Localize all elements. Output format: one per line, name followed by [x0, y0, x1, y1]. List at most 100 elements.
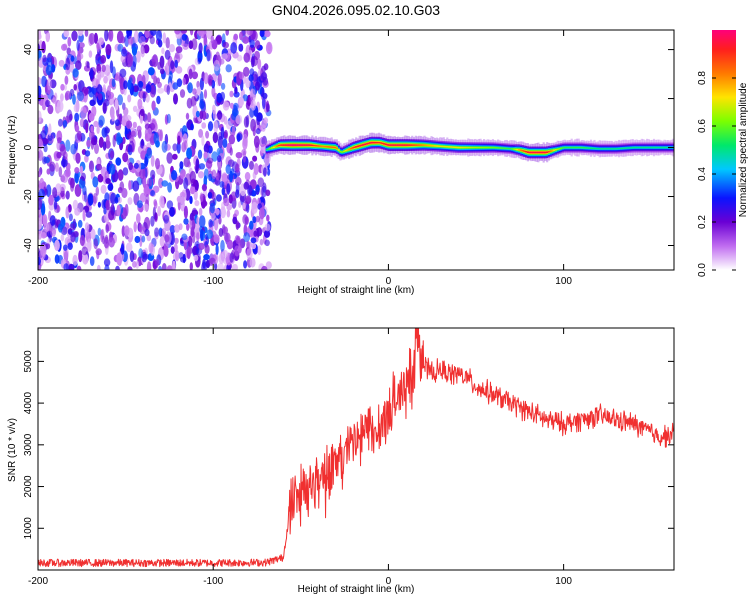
spectrogram-noise-cell: [175, 66, 183, 74]
spectrogram-noise-cell: [42, 138, 49, 145]
spectrogram-trace-segment: [551, 149, 554, 152]
spectrogram-trace-segment: [544, 151, 547, 154]
spectrogram-noise-cell: [84, 190, 88, 203]
spectrogram-noise-cell: [263, 30, 271, 38]
spectrogram-noise-cell: [198, 215, 206, 228]
spectrogram-trace-segment: [290, 144, 293, 146]
spectrogram-noise-cell: [253, 163, 259, 175]
spectrogram-noise-cell: [200, 229, 204, 242]
spectrogram-noise-cell: [183, 140, 188, 151]
spectrogram-trace-segment: [567, 146, 570, 149]
spectrogram-noise-cell: [181, 233, 188, 241]
spectrogram-noise-cell: [100, 54, 107, 64]
spectrogram-noise-cell: [170, 60, 175, 70]
spectrogram-trace-segment: [309, 144, 312, 146]
spectrogram-noise-cell: [145, 93, 150, 103]
spectrogram-noise-cell: [211, 169, 217, 180]
spectrogram-noise-cell: [246, 240, 250, 250]
spectrogram-trace-segment: [355, 146, 358, 148]
spectrogram-noise-cell: [224, 232, 231, 243]
spectrogram-noise-cell: [90, 228, 96, 240]
spectrogram-trace-segment: [421, 144, 424, 146]
spectrogram-noise-cell: [105, 134, 110, 146]
spectrogram-noise-cell: [88, 87, 95, 98]
spectrogram-trace-segment: [570, 146, 573, 149]
spectrogram-noise-cell: [122, 152, 129, 163]
spectrogram-trace-segment: [453, 146, 456, 148]
spectrogram-y-axis: -40 -20 0 20 40: [23, 44, 674, 253]
spectrogram-trace-segment: [348, 148, 351, 151]
spectrogram-noise-layer: [38, 30, 273, 270]
spectrogram-trace-segment: [463, 146, 466, 149]
spectrogram-trace-segment: [320, 145, 323, 147]
spectrogram-noise-cell: [259, 238, 264, 246]
spectrogram-noise-cell: [145, 194, 150, 204]
spectrogram-noise-cell: [81, 246, 88, 256]
spectrogram-trace-segment: [656, 146, 659, 149]
spectrogram-trace-segment: [388, 144, 391, 146]
spectrogram-noise-cell: [56, 100, 64, 113]
spectrogram-trace-segment: [628, 147, 631, 149]
spectrogram-noise-cell: [86, 61, 90, 69]
spectrogram-noise-cell: [101, 199, 107, 209]
spectrogram-noise-cell: [203, 151, 208, 159]
spectrogram-noise-cell: [225, 64, 232, 73]
spectrogram-trace-segment: [547, 150, 550, 153]
spectrogram-noise-cell: [230, 168, 235, 175]
spectrogram-noise-cell: [261, 265, 268, 270]
spectrogram-noise-cell: [112, 66, 116, 79]
spectrogram-y-tick-label: -40: [23, 238, 34, 253]
spectrogram-noise-cell: [174, 30, 181, 35]
spectrogram-trace-segment: [481, 146, 484, 149]
spectrogram-trace-segment: [563, 146, 566, 149]
spectrogram-noise-cell: [63, 244, 68, 251]
spectrogram-noise-cell: [91, 78, 99, 89]
spectrogram-noise-cell: [127, 197, 133, 205]
spectrogram-noise-cell: [231, 263, 238, 270]
spectrogram-trace-segment: [456, 146, 459, 149]
spectrogram-trace-segment: [619, 147, 622, 150]
spectrogram-noise-cell: [114, 98, 119, 111]
spectrogram-noise-cell: [147, 127, 152, 139]
spectrogram-trace-segment: [533, 151, 536, 154]
spectrogram-trace-segment: [525, 150, 528, 153]
spectrogram-trace-segment: [314, 144, 317, 147]
spectrogram-trace-segment: [589, 147, 593, 149]
spectrogram-noise-cell: [117, 196, 122, 204]
spectrogram-noise-cell: [190, 123, 194, 131]
spectrogram-noise-cell: [79, 165, 84, 174]
spectrogram-trace-segment: [419, 144, 423, 146]
spectrogram-noise-cell: [263, 229, 271, 238]
spectrogram-trace-segment: [523, 150, 526, 152]
spectrogram-noise-cell: [41, 75, 47, 88]
spectrogram-noise-cell: [95, 186, 100, 196]
spectrogram-noise-cell: [203, 72, 209, 85]
spectrogram-noise-cell: [56, 151, 62, 159]
spectrogram-noise-cell: [52, 187, 58, 199]
spectrogram-noise-cell: [249, 88, 256, 98]
spectrogram-noise-cell: [198, 128, 204, 138]
spectrogram-noise-cell: [92, 176, 99, 188]
spectrogram-noise-cell: [201, 184, 207, 192]
spectrogram-noise-cell: [257, 58, 262, 70]
spectrogram-trace-segment: [360, 144, 363, 147]
spectrogram-noise-cell: [72, 254, 78, 266]
spectrogram-noise-cell: [144, 228, 150, 237]
spectrogram-noise-cell: [234, 86, 238, 94]
spectrogram-noise-cell: [191, 71, 198, 80]
snr-y-tick-label: 3000: [23, 433, 34, 456]
spectrogram-noise-cell: [171, 170, 178, 181]
spectrogram-trace-segment: [511, 148, 514, 150]
spectrogram-trace-segment: [616, 148, 619, 150]
spectrogram-trace-segment: [327, 146, 330, 148]
spectrogram-noise-cell: [57, 137, 62, 144]
colorbar-tick-label: 0.0: [697, 263, 708, 277]
spectrogram-noise-cell: [42, 214, 48, 226]
colorbar-label: Normalized spectral amplitude: [738, 82, 749, 217]
spectrogram-noise-cell: [108, 237, 115, 248]
spectrogram-y-tick-label: 0: [23, 144, 34, 150]
colorbar-tick-label: 0.2: [697, 215, 708, 229]
spectrogram-trace-segment: [299, 144, 302, 146]
spectrogram-noise-cell: [74, 167, 80, 174]
spectrogram-noise-cell: [138, 248, 143, 259]
